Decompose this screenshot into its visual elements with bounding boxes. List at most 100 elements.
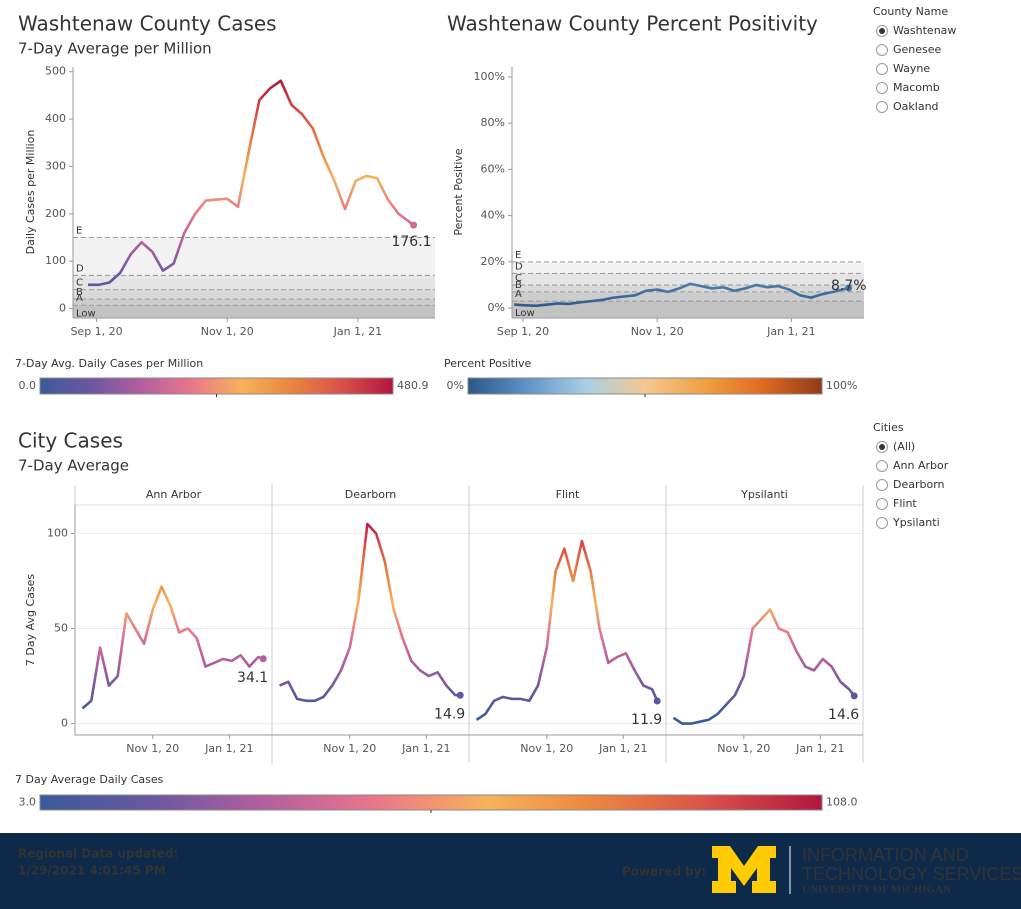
line	[672, 608, 856, 725]
legend-max: 108.0	[826, 796, 858, 809]
footer	[0, 833, 1021, 909]
line	[514, 282, 849, 308]
last-point	[456, 691, 464, 699]
option-label: Ann Arbor	[893, 459, 949, 472]
radio-selected	[879, 28, 885, 34]
filter-option[interactable]: Ypsilanti	[876, 516, 940, 529]
radio	[876, 460, 888, 472]
option-label: Flint	[893, 497, 917, 510]
band-label: D	[76, 263, 84, 274]
chart-subtitle: 7-Day Average	[18, 457, 129, 475]
reference-band	[73, 289, 435, 318]
color-legend	[39, 377, 394, 395]
filter-option[interactable]: Dearborn	[876, 478, 945, 491]
band-label: Low	[76, 308, 96, 319]
option-label: Washtenaw	[893, 24, 956, 37]
chart-title: Washtenaw County Cases	[18, 12, 277, 36]
x-tick-label: Nov 1, 20	[520, 742, 573, 755]
x-tick-label: Jan 1, 21	[598, 742, 647, 755]
logo-text: TECHNOLOGY SERVICES	[802, 864, 1021, 884]
color-legend	[467, 377, 823, 395]
reference-band	[512, 301, 864, 318]
radio	[876, 101, 888, 113]
y-tick-label: 40%	[481, 209, 505, 222]
option-label: Dearborn	[893, 478, 945, 491]
y-tick-label: 500	[45, 65, 66, 78]
filter-title: County Name	[873, 5, 948, 18]
radio	[876, 44, 888, 56]
filter-option[interactable]: Ann Arbor	[876, 459, 949, 472]
y-tick-label: 0	[59, 302, 66, 315]
y-tick-label: 200	[45, 207, 66, 220]
last-point	[850, 692, 858, 700]
facet-header: Ann Arbor	[146, 488, 202, 501]
y-axis-label: Daily Cases per Million	[24, 130, 37, 255]
band-label: B	[76, 287, 83, 298]
x-tick-label: Nov 1, 20	[631, 325, 684, 338]
x-tick-label: Nov 1, 20	[126, 742, 179, 755]
reference-band	[512, 261, 864, 318]
value-label: 14.9	[434, 706, 465, 722]
line	[279, 522, 461, 703]
last-point	[845, 284, 853, 292]
y-tick-label: 20%	[481, 255, 505, 268]
legend-title: 7 Day Average Daily Cases	[15, 773, 164, 786]
filter-option[interactable]: Flint	[876, 497, 918, 510]
last-point	[259, 655, 267, 663]
filter-option[interactable]: (All)	[876, 440, 916, 453]
x-tick-label: Nov 1, 20	[717, 742, 770, 755]
block-m	[712, 846, 776, 893]
x-tick-label: Jan 1, 21	[766, 325, 815, 338]
value-label: 14.6	[828, 707, 859, 723]
y-tick-label: 80%	[481, 116, 505, 129]
filter-option[interactable]: Genesee	[876, 43, 942, 56]
line	[87, 79, 415, 287]
x-tick-label: Sep 1, 20	[70, 325, 122, 338]
logo-text: INFORMATION AND	[802, 845, 969, 865]
chart-subtitle: 7-Day Average per Million	[18, 40, 212, 58]
band-label: C	[76, 278, 83, 289]
y-tick-label: 50	[54, 622, 68, 635]
filter-title: Cities	[873, 421, 904, 434]
legend-min: 3.0	[19, 796, 37, 809]
x-tick-label: Nov 1, 20	[201, 325, 254, 338]
option-label: Genesee	[893, 43, 942, 56]
legend-title: Percent Positive	[444, 357, 532, 370]
value-label: 176.1	[391, 234, 431, 250]
option-label: Oakland	[893, 100, 939, 113]
filter-option[interactable]: Oakland	[876, 100, 939, 113]
y-axis-label: 7 Day Avg Cases	[24, 574, 37, 667]
y-axis-label: Percent Positive	[452, 148, 465, 236]
filter-option[interactable]: Macomb	[876, 81, 940, 94]
radio	[876, 479, 888, 491]
color-legend	[39, 794, 823, 811]
chart-title: City Cases	[18, 429, 123, 453]
x-tick-label: Nov 1, 20	[323, 742, 376, 755]
logo-text: UNIVERSITY OF MICHIGAN	[802, 884, 951, 896]
x-tick-label: Sep 1, 20	[497, 325, 549, 338]
y-tick-label: 100	[45, 254, 66, 267]
y-tick-label: 60%	[481, 162, 505, 175]
legend-max: 100%	[826, 379, 857, 392]
band-label: B	[515, 280, 522, 291]
reference-band	[73, 299, 435, 318]
update-time: 1/29/2021 4:01:45 PM	[18, 864, 166, 878]
last-point	[653, 697, 661, 705]
y-tick-label: 300	[45, 159, 66, 172]
chart-title: Washtenaw County Percent Positivity	[447, 12, 818, 36]
y-tick-label: 400	[45, 112, 66, 125]
legend-min: 0%	[447, 379, 464, 392]
radio	[876, 498, 888, 510]
filter-option[interactable]: Wayne	[876, 62, 931, 75]
band-label: E	[76, 225, 82, 236]
y-tick-label: 100%	[474, 70, 505, 83]
line	[81, 585, 264, 710]
option-label: Macomb	[893, 81, 940, 94]
option-label: Ypsilanti	[892, 516, 940, 529]
option-label: (All)	[893, 440, 915, 453]
band-label: Low	[515, 308, 535, 319]
option-label: Wayne	[893, 62, 930, 75]
filter-option[interactable]: Washtenaw	[876, 24, 957, 37]
radio	[876, 517, 888, 529]
